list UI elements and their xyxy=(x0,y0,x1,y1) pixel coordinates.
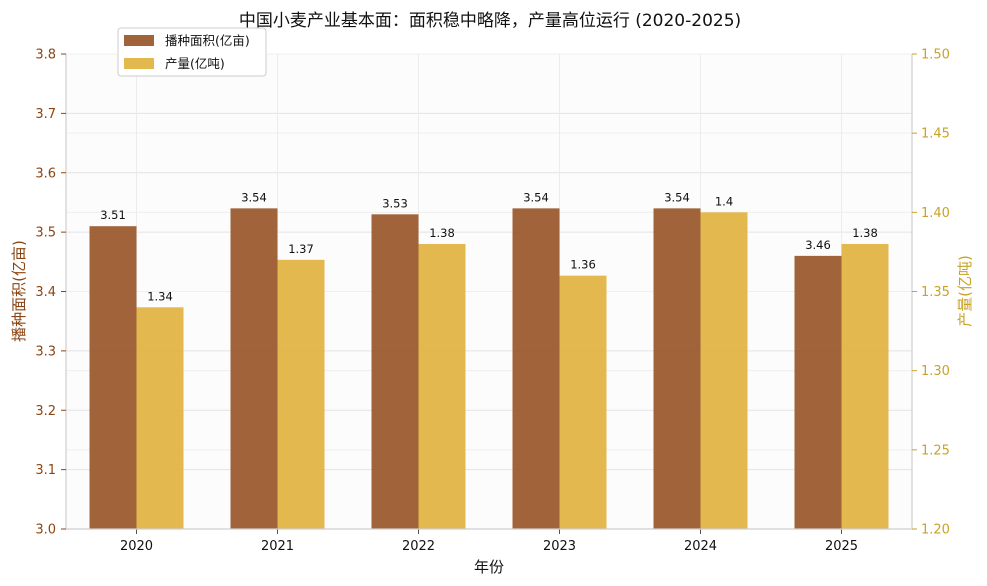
y-left-tick-label: 3.6 xyxy=(35,166,56,181)
legend-label-sown-area: 播种面积(亿亩) xyxy=(165,33,250,48)
y-right-tick-label: 1.25 xyxy=(921,443,950,458)
x-tick-label-2024: 2024 xyxy=(684,539,717,554)
bar-sown-area-2025 xyxy=(794,255,842,529)
data-label-sown-area-2020: 3.51 xyxy=(100,208,126,222)
data-label-sown-area-2023: 3.54 xyxy=(523,190,549,204)
y-right-tick-label: 1.30 xyxy=(921,364,950,379)
bar-output-2021 xyxy=(277,259,325,529)
data-label-sown-area-2024: 3.54 xyxy=(664,190,690,204)
legend-swatch-sown-area xyxy=(124,35,154,46)
y-axis-left-label: 播种面积(亿亩) xyxy=(10,240,28,342)
bars xyxy=(89,208,889,530)
y-left-tick-label: 3.5 xyxy=(35,226,56,241)
legend-label-output: 产量(亿吨) xyxy=(165,56,225,71)
data-label-output-2025: 1.38 xyxy=(852,226,878,240)
y-left-tick-label: 3.1 xyxy=(35,463,56,478)
x-tick-label-2023: 2023 xyxy=(543,539,576,554)
y-left-tick-label: 3.2 xyxy=(35,404,56,419)
data-label-output-2021: 1.37 xyxy=(288,242,314,256)
bar-output-2022 xyxy=(418,244,466,529)
y-right-tick-label: 1.40 xyxy=(921,206,950,221)
x-tick-label-2021: 2021 xyxy=(261,539,294,554)
data-label-sown-area-2022: 3.53 xyxy=(382,196,408,210)
chart-title: 中国小麦产业基本面：面积稳中略降，产量高位运行 (2020-2025) xyxy=(239,11,741,31)
y-left-tick-label: 3.3 xyxy=(35,344,56,359)
bar-sown-area-2021 xyxy=(230,208,278,529)
legend-swatch-output xyxy=(124,58,154,69)
y-left-tick-label: 3.8 xyxy=(35,48,56,63)
bar-output-2025 xyxy=(841,244,889,529)
x-axis-label: 年份 xyxy=(474,558,504,576)
bar-sown-area-2023 xyxy=(512,208,560,529)
y-axis-right-label: 产量(亿吨) xyxy=(956,255,974,327)
bar-output-2020 xyxy=(136,307,184,529)
x-tick-label-2020: 2020 xyxy=(120,539,153,554)
x-tick-label-2022: 2022 xyxy=(402,539,435,554)
y-left-tick-label: 3.0 xyxy=(35,523,56,538)
data-label-sown-area-2025: 3.46 xyxy=(805,238,831,252)
y-left-tick-label: 3.7 xyxy=(35,107,56,122)
legend: 播种面积(亿亩) 产量(亿吨) xyxy=(117,27,267,77)
bar-sown-area-2024 xyxy=(653,208,701,529)
y-right-tick-label: 1.45 xyxy=(921,127,950,142)
y-right-tick-label: 1.20 xyxy=(921,523,950,538)
bar-sown-area-2022 xyxy=(371,214,419,529)
data-label-sown-area-2021: 3.54 xyxy=(241,190,267,204)
y-right-tick-label: 1.35 xyxy=(921,285,950,300)
data-label-output-2022: 1.38 xyxy=(429,226,455,240)
data-label-output-2020: 1.34 xyxy=(147,289,173,303)
x-tick-label-2025: 2025 xyxy=(825,539,858,554)
data-label-output-2024: 1.4 xyxy=(715,194,733,208)
data-labels: 3.51 1.34 3.54 1.37 3.53 1.38 3.54 1.36 3.54 1.4 3… xyxy=(100,190,878,303)
axes: 2020 2021 2022 2023 2024 2025 3.0 3.1 3.2 3.3 3.4 3… xyxy=(35,48,950,555)
y-right-tick-label: 1.50 xyxy=(921,48,950,63)
bar-output-2024 xyxy=(700,212,748,530)
data-label-output-2023: 1.36 xyxy=(570,258,596,272)
bar-output-2023 xyxy=(559,275,607,529)
y-left-tick-label: 3.4 xyxy=(35,285,56,300)
legend-box xyxy=(117,27,267,77)
bar-sown-area-2020 xyxy=(89,226,137,529)
